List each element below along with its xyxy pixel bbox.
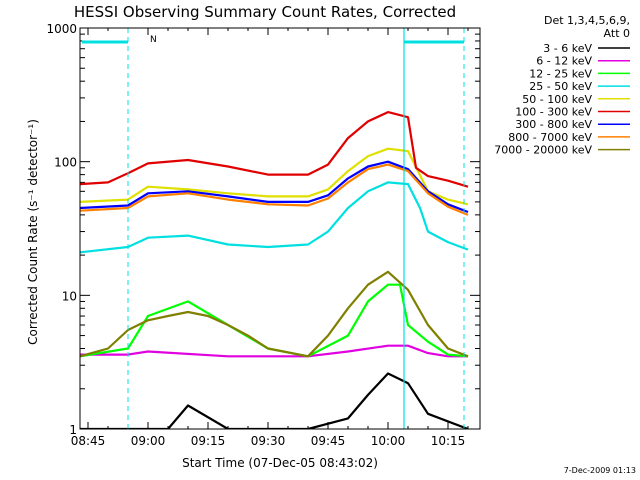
legend-label-6: 300 - 800 keV [515,118,592,131]
series-line-8 [80,270,469,358]
y-axis-label: Corrected Count Rate (s⁻¹ detector⁻¹) [26,119,40,345]
x-tick-label-3: 09:30 [251,434,286,448]
x-tick-label-0: 08:45 [71,434,106,448]
legend-label-0: 3 - 6 keV [543,42,592,55]
series-line-0 [80,372,469,429]
chart-title: HESSI Observing Summary Count Rates, Cor… [74,3,456,21]
x-tick-label-6: 10:15 [431,434,466,448]
legend-label-1: 6 - 12 keV [536,55,592,68]
annotation-n: N [150,35,157,45]
axis-ticks [80,27,480,430]
plot-frame [79,27,481,430]
legend-label-4: 50 - 100 keV [522,93,592,106]
x-axis-label: Start Time (07-Dec-05 08:43:02) [182,456,378,470]
y-tick-label-2: 100 [54,156,77,170]
axis-tick-labels: 08:45 09:00 09:15 09:30 09:45 10:00 10:15 1 10 10… [46,22,465,448]
time-markers [82,28,465,429]
legend-header-line2: Att 0 [604,27,630,40]
legend-label-2: 12 - 25 keV [529,67,592,80]
y-tick-label-1: 10 [62,289,77,303]
legend-label-5: 100 - 300 keV [515,106,592,119]
legend-header-line1: Det 1,3,4,5,6,9, [544,14,630,27]
series-line-5 [80,110,469,188]
series-line-7 [80,163,469,216]
series-line-6 [80,160,469,214]
y-tick-label-0: 1 [69,423,77,437]
series-line-1 [80,344,468,358]
legend-label-8: 7000 - 20000 keV [494,144,592,157]
series-group [80,110,469,429]
series-line-2 [80,283,469,358]
x-tick-label-2: 09:15 [191,434,226,448]
series-line-4 [80,147,469,206]
legend-label-7: 800 - 7000 keV [508,131,592,144]
x-tick-label-1: 09:00 [131,434,166,448]
footer-date: 7-Dec-2009 01:13 [564,466,636,475]
series-line-3 [80,181,469,254]
x-tick-label-5: 10:00 [371,434,406,448]
y-tick-label-3: 1000 [46,22,77,36]
legend-label-3: 25 - 50 keV [529,80,592,93]
x-tick-label-4: 09:45 [311,434,346,448]
